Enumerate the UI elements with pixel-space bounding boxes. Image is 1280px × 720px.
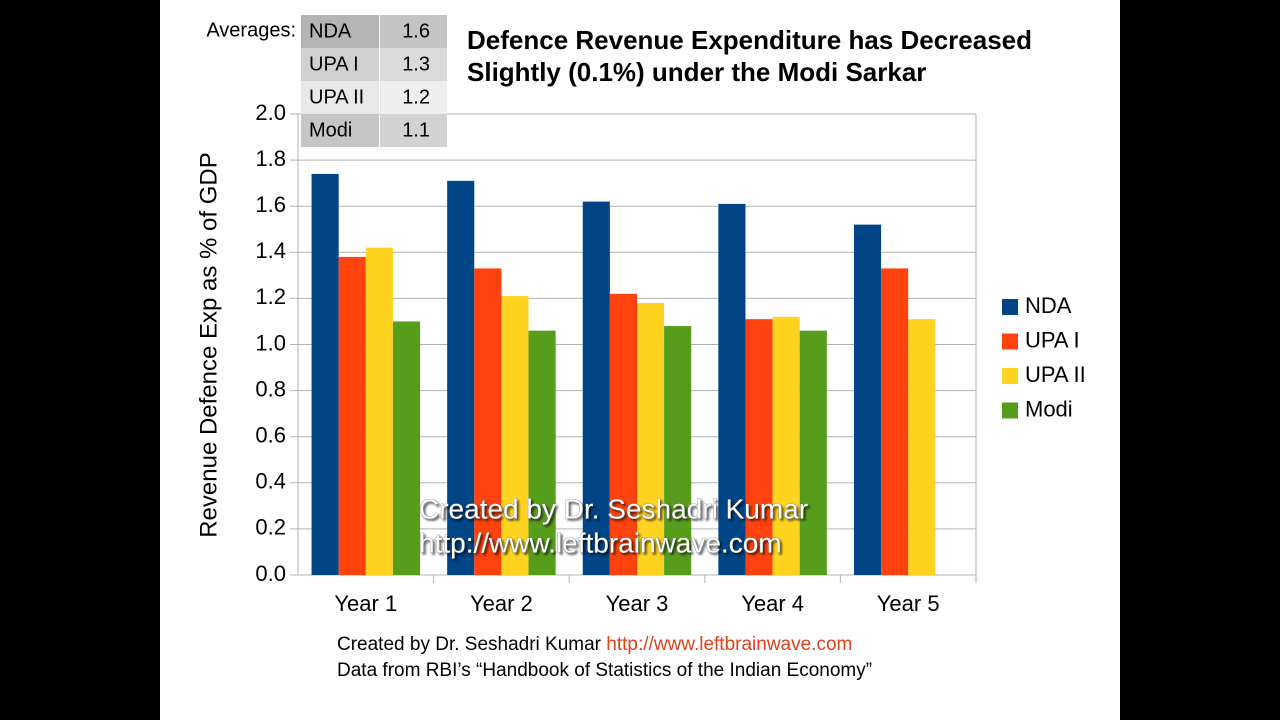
y-tick-label: 0.6	[255, 423, 286, 448]
y-tick-label: 1.2	[255, 284, 286, 309]
watermark: Created by Dr. Seshadri Kumar	[419, 493, 808, 524]
footer-credit: Created by Dr. Seshadri Kumar http://www…	[337, 634, 852, 655]
bar	[365, 247, 393, 575]
y-axis-label: Revenue Defence Exp as % of GDP	[195, 152, 222, 538]
bar	[392, 321, 421, 575]
chart-title: Defence Revenue Expenditure has Decrease…	[467, 25, 1032, 55]
bar	[474, 268, 502, 575]
table-cell	[380, 48, 447, 81]
overlay: Created by Dr. Seshadri Kumarhttp://www.…	[419, 493, 809, 559]
bar	[609, 293, 637, 575]
table-value: 1.1	[402, 119, 430, 141]
legend-swatch	[1002, 368, 1018, 384]
bar	[799, 330, 827, 575]
legend-swatch	[1002, 402, 1018, 419]
table-cell	[380, 15, 447, 48]
y-tick-label: 2.0	[255, 100, 286, 125]
bar	[718, 203, 746, 575]
bar	[853, 224, 882, 575]
x-tick-label: Year 1	[334, 591, 397, 616]
table-value: 1.2	[402, 86, 430, 108]
y-tick-label: 1.6	[255, 192, 286, 217]
legend-swatch	[1002, 333, 1018, 350]
table-cell	[380, 114, 447, 147]
x-tick-label: Year 5	[877, 591, 940, 616]
y-tick-label: 1.4	[255, 238, 286, 263]
legend-label: NDA	[1025, 293, 1072, 318]
legend-label: UPA I	[1025, 327, 1080, 352]
x-tick-label: Year 4	[741, 591, 804, 616]
table-value: 1.3	[402, 53, 430, 75]
y-tick-label: 0.0	[255, 561, 286, 586]
x-tick-label: Year 3	[606, 591, 669, 616]
y-tick-label: 1.0	[255, 330, 286, 355]
legend-label: Modi	[1025, 396, 1073, 421]
credit: Created by Dr. Seshadri Kumar	[337, 634, 602, 655]
table-cell	[301, 81, 379, 114]
bar	[637, 303, 665, 575]
bar	[528, 330, 556, 575]
y-tick-label: 0.2	[255, 515, 286, 540]
plot: 0.0 0.2 0.4 0.6 0.8 1.0 1.2 1.4 1.6 1.8 2.0 Year 1 Y…	[255, 100, 977, 616]
table-cell	[380, 81, 447, 114]
bar	[447, 180, 475, 575]
watermark: http://www.leftbrainwave.com	[419, 527, 782, 558]
x-tick-label: Year 2	[470, 591, 533, 616]
bar	[501, 296, 529, 575]
table-cell	[301, 48, 379, 81]
footer-source: Data from RBI’s “Handbook of Statistics …	[337, 660, 872, 681]
legend-swatch	[1002, 299, 1018, 315]
chart-title: Slightly (0.1%) under the Modi Sarkar	[467, 57, 926, 87]
table-cell	[301, 114, 379, 147]
bar	[745, 319, 773, 575]
table-label: UPA I	[309, 53, 359, 75]
url: http://www.leftbrainwave.com	[606, 634, 852, 655]
averages-label: Averages:	[206, 19, 296, 41]
legend-label: UPA II	[1025, 362, 1086, 387]
y-tick-label: 1.8	[255, 146, 286, 171]
bar	[664, 326, 692, 575]
y-tick-label: 0.4	[255, 469, 286, 494]
bar	[582, 201, 610, 575]
table-cell	[301, 15, 379, 48]
table-value: 1.6	[402, 20, 430, 42]
bar	[338, 256, 366, 575]
bar	[881, 268, 909, 575]
bar	[908, 319, 936, 575]
table-label: Modi	[309, 119, 352, 141]
table-label: UPA II	[309, 86, 364, 108]
table-label: NDA	[309, 20, 352, 42]
bar	[772, 316, 800, 575]
y-tick-label: 0.8	[255, 376, 286, 401]
bar	[311, 173, 339, 575]
